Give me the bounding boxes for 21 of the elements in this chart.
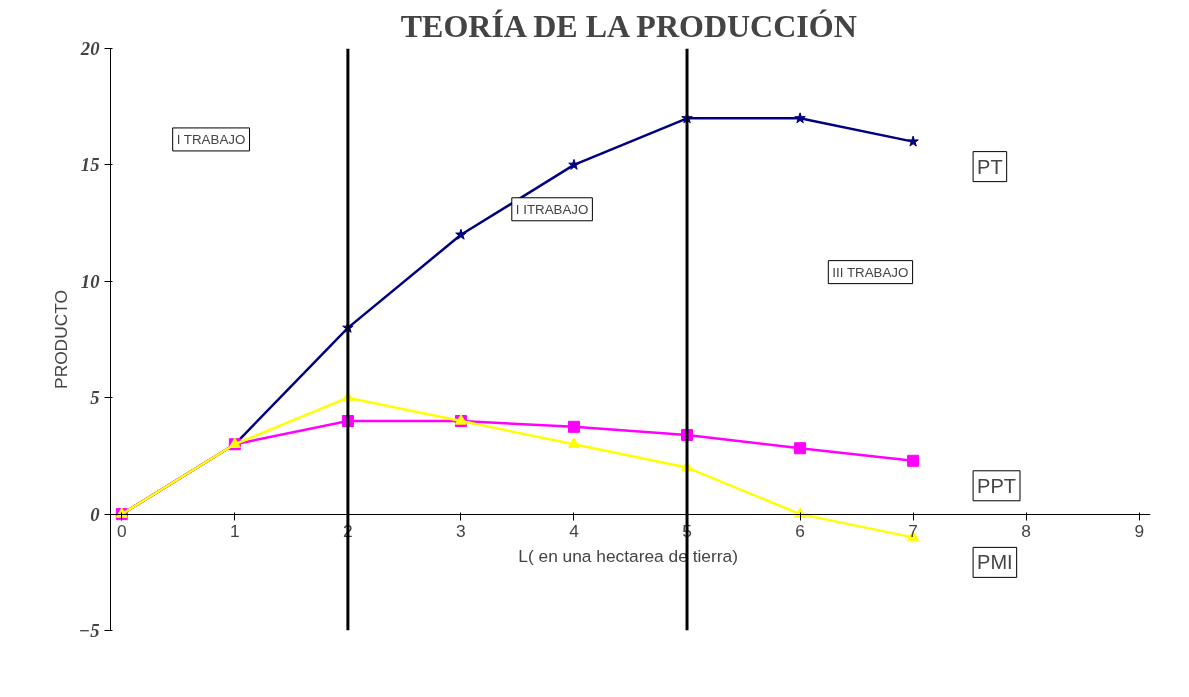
y-tick-label: −5: [78, 620, 100, 641]
y-tick-label: 0: [90, 503, 100, 525]
y-tick-label: 20: [79, 38, 100, 59]
text: PPT: [977, 474, 1017, 497]
y-axis-title: PRODUCTO: [50, 290, 71, 389]
text: PMI: [977, 551, 1013, 574]
y-tick-label: 5: [90, 387, 100, 409]
x-tick-label: 0: [116, 521, 127, 542]
x-tick-label: 9: [1134, 521, 1145, 542]
text: PT: [977, 155, 1003, 178]
x-tick-label: 8: [1021, 521, 1031, 542]
x-tick-label: 6: [795, 521, 805, 542]
y-tick-label: 10: [80, 270, 100, 292]
x-tick-label: 4: [569, 521, 580, 542]
annotation: III TRABAJO: [832, 264, 909, 280]
annotation: I TRABAJO: [176, 131, 246, 147]
x-tick-label: 1: [230, 521, 240, 542]
annotation: I ITRABAJO: [515, 201, 589, 217]
x-tick-label: 3: [456, 521, 466, 542]
chart-title: TEORÍA DE LA PRODUCCIÓN: [400, 7, 857, 44]
y-tick-label: 15: [80, 154, 100, 176]
